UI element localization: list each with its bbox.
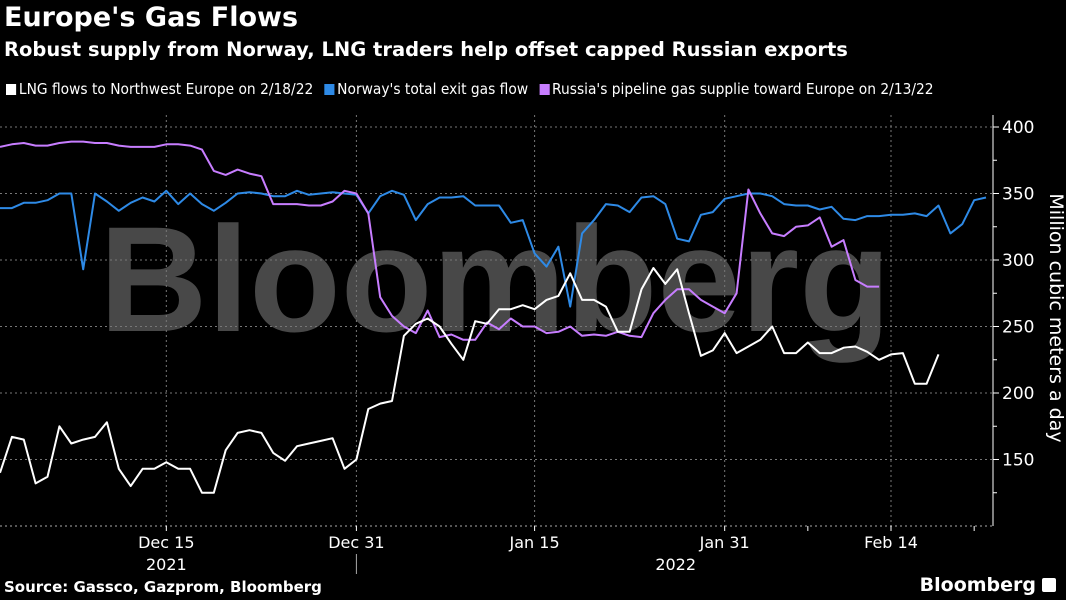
x-tick-label: Feb 14: [864, 533, 918, 552]
series-line-norway: [0, 189, 987, 308]
x-year-label: 2021: [146, 555, 187, 574]
y-tick-label: 300: [1002, 251, 1034, 271]
legend-item-norway: Norway's total exit gas flow: [324, 80, 528, 98]
x-tick-label: Jan 15: [509, 533, 560, 552]
legend-label: Norway's total exit gas flow: [337, 80, 529, 98]
x-tick-label: Dec 31: [328, 533, 384, 552]
chart-subtitle: Robust supply from Norway, LNG traders h…: [4, 38, 848, 61]
bloomberg-logo: Bloomberg: [920, 574, 1056, 596]
x-tick-label: Jan 31: [699, 533, 750, 552]
legend-label: LNG flows to Northwest Europe on 2/18/22: [18, 80, 314, 98]
legend-item-russia: Russia's pipeline gas supplie toward Eur…: [539, 80, 934, 98]
legend-item-lng: LNG flows to Northwest Europe on 2/18/22: [6, 80, 313, 98]
chart-title: Europe's Gas Flows: [4, 2, 299, 33]
source-note: Source: Gassco, Gazprom, Bloomberg: [4, 578, 322, 596]
y-tick-label: 400: [1002, 118, 1034, 138]
y-tick-label: 150: [1002, 451, 1034, 471]
legend-swatch: [324, 83, 335, 95]
bar-chart-icon: [1042, 578, 1056, 592]
x-year-label: 2022: [655, 555, 696, 574]
y-tick-label: 250: [1002, 318, 1034, 338]
legend: LNG flows to Northwest Europe on 2/18/22…: [6, 80, 934, 98]
legend-label: Russia's pipeline gas supplie toward Eur…: [552, 80, 934, 98]
logo-text: Bloomberg: [919, 574, 1036, 596]
y-tick-label: 200: [1002, 384, 1034, 404]
legend-swatch: [539, 83, 550, 95]
legend-swatch: [6, 83, 17, 95]
series-line-lng: [0, 267, 940, 494]
y-tick-label: 350: [1002, 185, 1034, 205]
x-tick-label: Dec 15: [138, 533, 194, 552]
y-axis-label: Million cubic meters a day: [1045, 193, 1066, 442]
watermark: Bloomberg: [99, 195, 891, 363]
series-line-russia: [0, 140, 880, 341]
